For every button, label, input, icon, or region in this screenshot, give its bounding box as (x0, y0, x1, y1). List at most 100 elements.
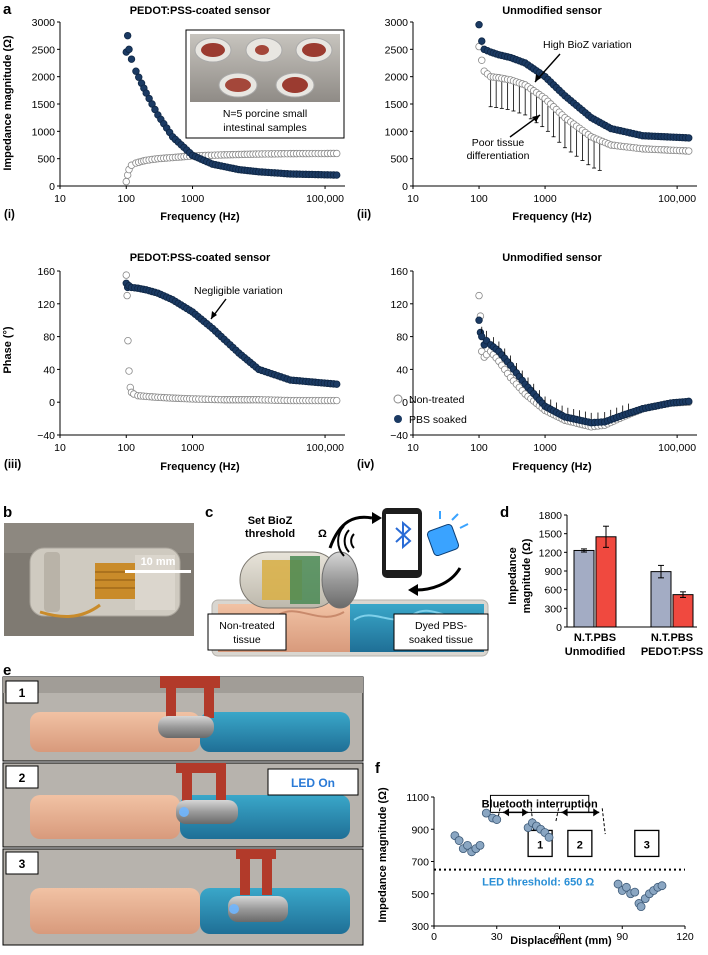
ytick-label: 1000 (32, 126, 56, 138)
plot-d: 0 300 600 900 1200 1500 1800 N.T.PBS Unmodified N… (539, 510, 704, 658)
inset-caption-line2: intestinal samples (223, 122, 306, 134)
photo-frame-2: 2 LED On (2, 762, 364, 848)
panel-label-f: f (375, 760, 381, 777)
ytick-label: 900 (411, 824, 429, 836)
ytick-label: 160 (390, 266, 408, 278)
xtick-label: 10 (54, 442, 66, 454)
xtick-label: 1000 (533, 193, 557, 205)
wireless-icon (337, 525, 355, 557)
ytick-label: 1000 (385, 126, 409, 138)
non-treated-point (333, 149, 341, 158)
ytick-label: −40 (390, 430, 408, 442)
inset-caption-line1: N=5 porcine small (223, 108, 307, 120)
annotation-negligible: Negligible variation (194, 285, 283, 297)
ytick-label: 80 (396, 332, 408, 344)
xtick-label: 120 (676, 931, 694, 943)
non-treated-point (333, 396, 341, 405)
displacement-point (463, 840, 472, 850)
bar-pbs-1 (672, 594, 694, 628)
ytick-label: 40 (396, 364, 408, 376)
ylabel-a-i: Impedance magnitude (Ω) (2, 35, 14, 171)
ytick-label: −40 (37, 430, 55, 442)
annotation-high-bioz: High BioZ variation (543, 39, 632, 51)
xtick-label: 100,000 (658, 193, 696, 205)
ytick-label: 0 (49, 397, 55, 409)
displacement-point (657, 881, 667, 891)
non-treated-point (122, 271, 130, 279)
annotation-poor-line2: differentiation (467, 150, 530, 162)
photo-capsule: 10 mm (4, 523, 194, 636)
ytick-label: 0 (556, 622, 562, 634)
scale-bar (125, 570, 191, 573)
ytick-label: 2500 (385, 44, 409, 56)
group-tick-label: N.T.PBS (574, 632, 616, 644)
ylabel-f: Impedance magnitude (Ω) (377, 787, 389, 923)
pbs-soaked-point (685, 134, 693, 142)
roman-a-ii: (ii) (357, 209, 371, 221)
arrow-from-phone (415, 567, 462, 592)
xlabel-a-iv: Frequency (Hz) (512, 461, 592, 473)
legend-non-treated: Non-treated (409, 394, 465, 406)
group-name-label: PEDOT:PSS (641, 646, 703, 658)
xtick-label: 0 (431, 931, 437, 943)
non-treated-point (685, 147, 693, 155)
gap-arrowhead (593, 808, 600, 817)
plot-a-iv: −40 0 40 80 120 160 10 100 1000 100,000 (390, 266, 697, 454)
xtick-label: 30 (491, 931, 503, 943)
xlabel-f: Displacement (mm) (510, 935, 612, 947)
ytick-label: 300 (544, 603, 562, 615)
group-tick-label: N.T.PBS (651, 632, 693, 644)
petri-dish (194, 37, 333, 98)
inset-photo-samples: N=5 porcine small intestinal samples (185, 29, 345, 139)
ylabel-a-iii: Phase (°) (2, 326, 14, 374)
gap-divider (555, 808, 560, 823)
displacement-point (475, 840, 485, 850)
ytick-label: 1500 (32, 99, 56, 111)
title-a-iii: PEDOT:PSS-coated sensor (130, 252, 271, 264)
ytick-label: 2500 (32, 44, 56, 56)
photo-frame-3: 3 (2, 848, 364, 946)
plot-a-iii: −40 0 40 80 120 160 10 100 1000 100,000 (37, 266, 345, 454)
displacement-point (613, 879, 623, 889)
gap-arrowhead (561, 808, 568, 817)
displacement-point (481, 808, 491, 818)
omega-label: Ω (318, 528, 327, 540)
displacement-point (492, 815, 502, 824)
region-label-3: 3 (644, 839, 650, 851)
xlabel-a-iii: Frequency (Hz) (160, 461, 240, 473)
arrowhead-from-phone (408, 584, 418, 596)
gap-divider (601, 808, 606, 835)
plot-f: 300 500 700 900 1100 0 30 60 90 120 LED threshold:… (406, 792, 694, 943)
ytick-label: 500 (37, 154, 55, 166)
pbs-soaked-point (478, 37, 486, 45)
pbs-soaked-point (127, 55, 136, 63)
xtick-label: 1000 (181, 442, 205, 454)
xtick-label: 1000 (181, 193, 205, 205)
non-treated-point (124, 337, 132, 345)
legend-a-iv: Non-treated PBS soaked (393, 394, 467, 426)
xtick-label: 100 (470, 193, 488, 205)
gap-arrowhead (522, 808, 529, 817)
ytick-label: 160 (37, 266, 55, 278)
bar-pbs-0 (595, 536, 617, 628)
ytick-label: 1800 (539, 510, 563, 522)
roman-a-iii: (iii) (4, 459, 21, 471)
bluetooth-icon (395, 520, 412, 550)
non-treated-point (478, 56, 486, 64)
xtick-label: 100 (117, 442, 135, 454)
ytick-label: 600 (544, 585, 562, 597)
ylabel-d-line2: magnitude (Ω) (521, 538, 533, 613)
interruption-box (489, 794, 590, 813)
arrowhead-negligible (211, 311, 217, 319)
region-label-1: 1 (537, 839, 543, 851)
non-treated-point (125, 367, 133, 375)
arrow-to-phone (328, 515, 373, 549)
ytick-label: 1100 (406, 792, 429, 804)
threshold-label: LED threshold: 650 Ω (482, 877, 594, 889)
frame-label-1: 1 (19, 686, 26, 700)
frame-label-2: 2 (19, 771, 26, 785)
ytick-label: 0 (49, 181, 55, 193)
threshold-line2: threshold (245, 528, 295, 540)
ytick-label: 120 (390, 299, 408, 311)
